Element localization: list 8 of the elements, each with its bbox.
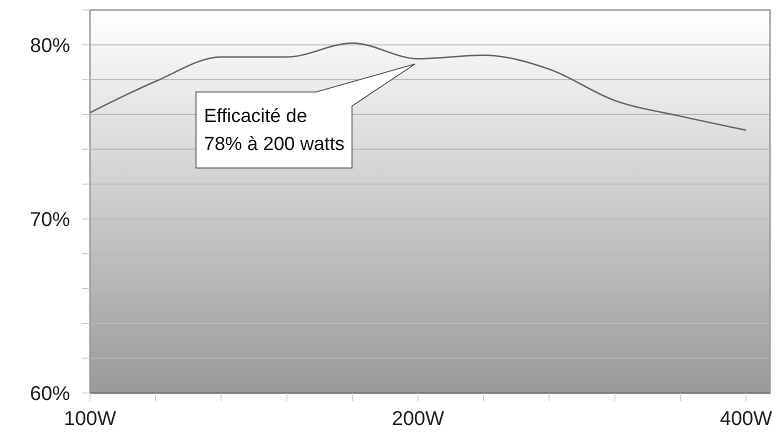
annotation: Efficacité de 78% à 200 watts: [204, 106, 344, 155]
y-tick-label: 60%: [30, 383, 70, 405]
x-tick-label: 400W: [720, 408, 772, 430]
y-tick-label: 70%: [30, 208, 70, 231]
y-tick-label: 80%: [30, 34, 70, 57]
x-tick-label: 200W: [392, 408, 444, 430]
line-series: [89, 42, 747, 131]
x-tick-label: 100W: [64, 408, 116, 430]
